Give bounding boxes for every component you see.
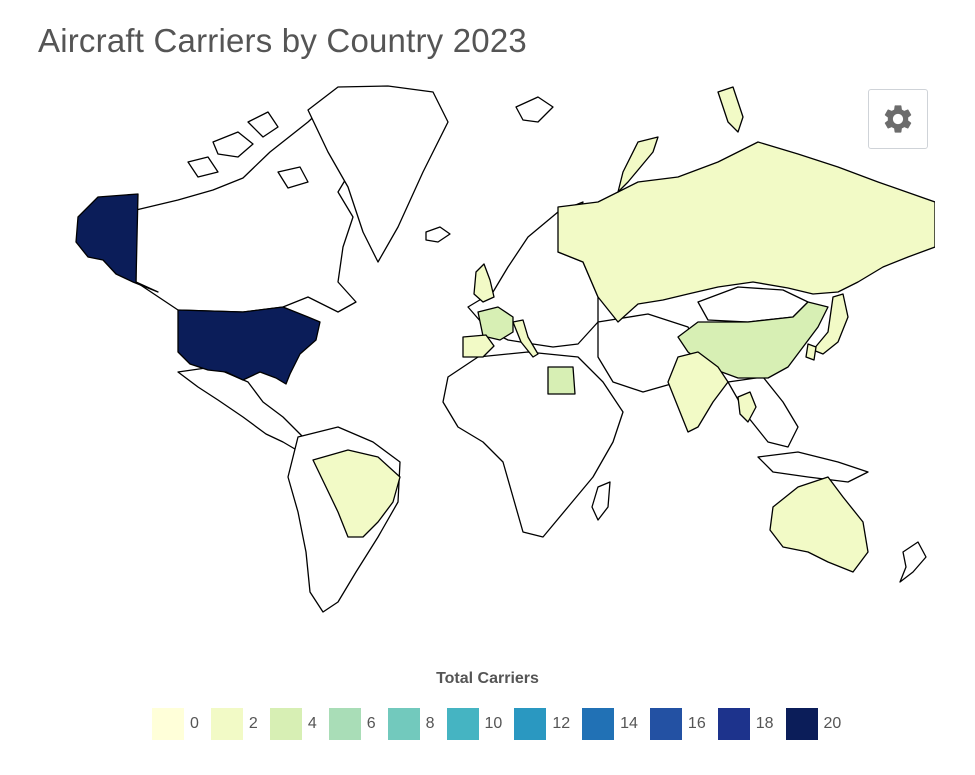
legend-swatch [269,708,302,740]
legend-label: 12 [552,715,571,732]
world-map-svg [75,85,935,613]
country-usa-alaska[interactable] [75,193,159,293]
legend-swatch [514,708,547,740]
country-svalbard[interactable] [515,96,554,123]
legend-item[interactable]: 8 [387,708,435,740]
legend-label: 0 [190,715,199,732]
legend-title: Total Carriers [436,670,539,687]
legend-label: 14 [620,715,638,732]
world-map[interactable] [38,82,935,627]
country-brazil[interactable] [312,449,401,538]
country-egypt[interactable] [547,366,576,395]
country-greenland[interactable] [307,85,449,263]
legend-item[interactable]: 20 [785,708,842,740]
settings-button[interactable] [868,89,928,149]
legend-swatch [582,708,615,740]
legend-swatch [785,708,818,740]
country-africa[interactable] [442,351,624,538]
country-spain[interactable] [462,334,495,358]
country-thailand[interactable] [737,391,757,423]
legend-label: 16 [687,715,706,732]
country-madagascar[interactable] [591,481,611,521]
legend-item[interactable]: 16 [649,708,706,740]
legend-swatch [649,708,682,740]
country-canada-islands[interactable] [187,111,309,189]
country-south-korea[interactable] [805,343,817,361]
country-new-zealand[interactable] [899,541,927,583]
legend-item[interactable]: 12 [514,708,570,740]
legend-item[interactable]: 0 [152,708,199,740]
legend-item[interactable]: 4 [269,708,317,740]
map-title: Aircraft Carriers by Country 2023 [38,22,527,59]
country-russia-islands[interactable] [717,86,744,133]
country-australia[interactable] [769,476,869,573]
country-russia-novaya-zemlya[interactable] [617,136,659,193]
country-usa[interactable] [177,306,321,385]
country-japan[interactable] [812,293,849,355]
legend-item[interactable]: 18 [717,708,774,740]
gear-icon [884,105,912,133]
country-southeast-asia[interactable] [727,376,869,483]
legend-swatch [210,708,243,740]
legend-swatch [152,708,184,740]
legend-item[interactable]: 6 [328,708,376,740]
country-uk[interactable] [473,263,495,303]
legend-swatch [717,708,750,740]
legend: 0 2 4 6 8 10 12 14 16 18 20 [152,708,853,740]
legend-label: 18 [755,715,774,732]
legend-swatch [387,708,420,740]
legend-label: 20 [823,715,842,732]
legend-label: 4 [307,715,317,732]
legend-swatch [446,708,479,740]
country-india[interactable] [667,351,729,433]
country-russia[interactable] [557,141,935,323]
country-italy[interactable] [512,319,539,358]
legend-item[interactable]: 2 [210,708,258,740]
country-mexico[interactable] [177,366,314,453]
legend-swatch [328,708,361,740]
country-iceland[interactable] [425,226,451,243]
legend-item[interactable]: 10 [446,708,503,740]
legend-label: 10 [484,715,503,732]
legend-label: 8 [425,715,435,732]
legend-item[interactable]: 14 [582,708,638,740]
legend-label: 2 [248,715,258,732]
legend-label: 6 [366,715,376,732]
